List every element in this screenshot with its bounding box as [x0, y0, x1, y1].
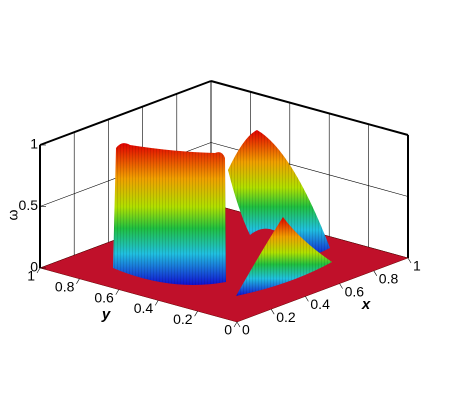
x-tick-label: 1 — [413, 258, 421, 274]
y-tick-mark — [76, 278, 80, 284]
y-tick-mark — [154, 300, 159, 306]
x-tick-label: 0.4 — [310, 296, 330, 312]
y-tick-label: 0 — [224, 322, 232, 338]
y-tick-mark — [36, 267, 41, 274]
y-tick-mark — [233, 321, 238, 328]
x-tick-label: 0.8 — [379, 271, 399, 287]
x-tick-mark — [305, 296, 309, 302]
x-tick-mark — [270, 309, 275, 315]
y-tick-label: 1 — [27, 268, 35, 284]
x-axis-title: x — [361, 296, 371, 313]
z-tick-label: 0 — [30, 259, 38, 275]
plateau-mesh — [113, 143, 226, 285]
ridge-mesh — [228, 130, 330, 258]
x-tick-label: 0.6 — [345, 283, 365, 299]
z-tick-label: 0.5 — [19, 197, 39, 213]
small-peak-mesh — [236, 217, 332, 296]
x-tick-mark — [373, 270, 378, 276]
y-tick-mark — [194, 311, 198, 317]
x-tick-label: 0.2 — [276, 309, 296, 325]
surface — [39, 130, 409, 323]
y-tick-label: 0.2 — [173, 311, 193, 327]
x-tick-mark — [236, 321, 241, 328]
y-tick-label: 0.4 — [134, 300, 154, 316]
box-edge — [210, 80, 409, 136]
y-axis-title: y — [101, 306, 111, 323]
y-tick-mark — [115, 289, 120, 295]
x-tick-label: 0 — [242, 322, 250, 338]
x-tick-mark — [339, 283, 343, 289]
box-edge — [39, 80, 212, 146]
z-axis-title: ω — [5, 209, 21, 220]
z-tick-label: 1 — [30, 136, 38, 152]
x-tick-mark — [407, 257, 412, 264]
y-tick-label: 0.8 — [55, 279, 75, 295]
y-tick-label: 0.6 — [94, 289, 114, 305]
